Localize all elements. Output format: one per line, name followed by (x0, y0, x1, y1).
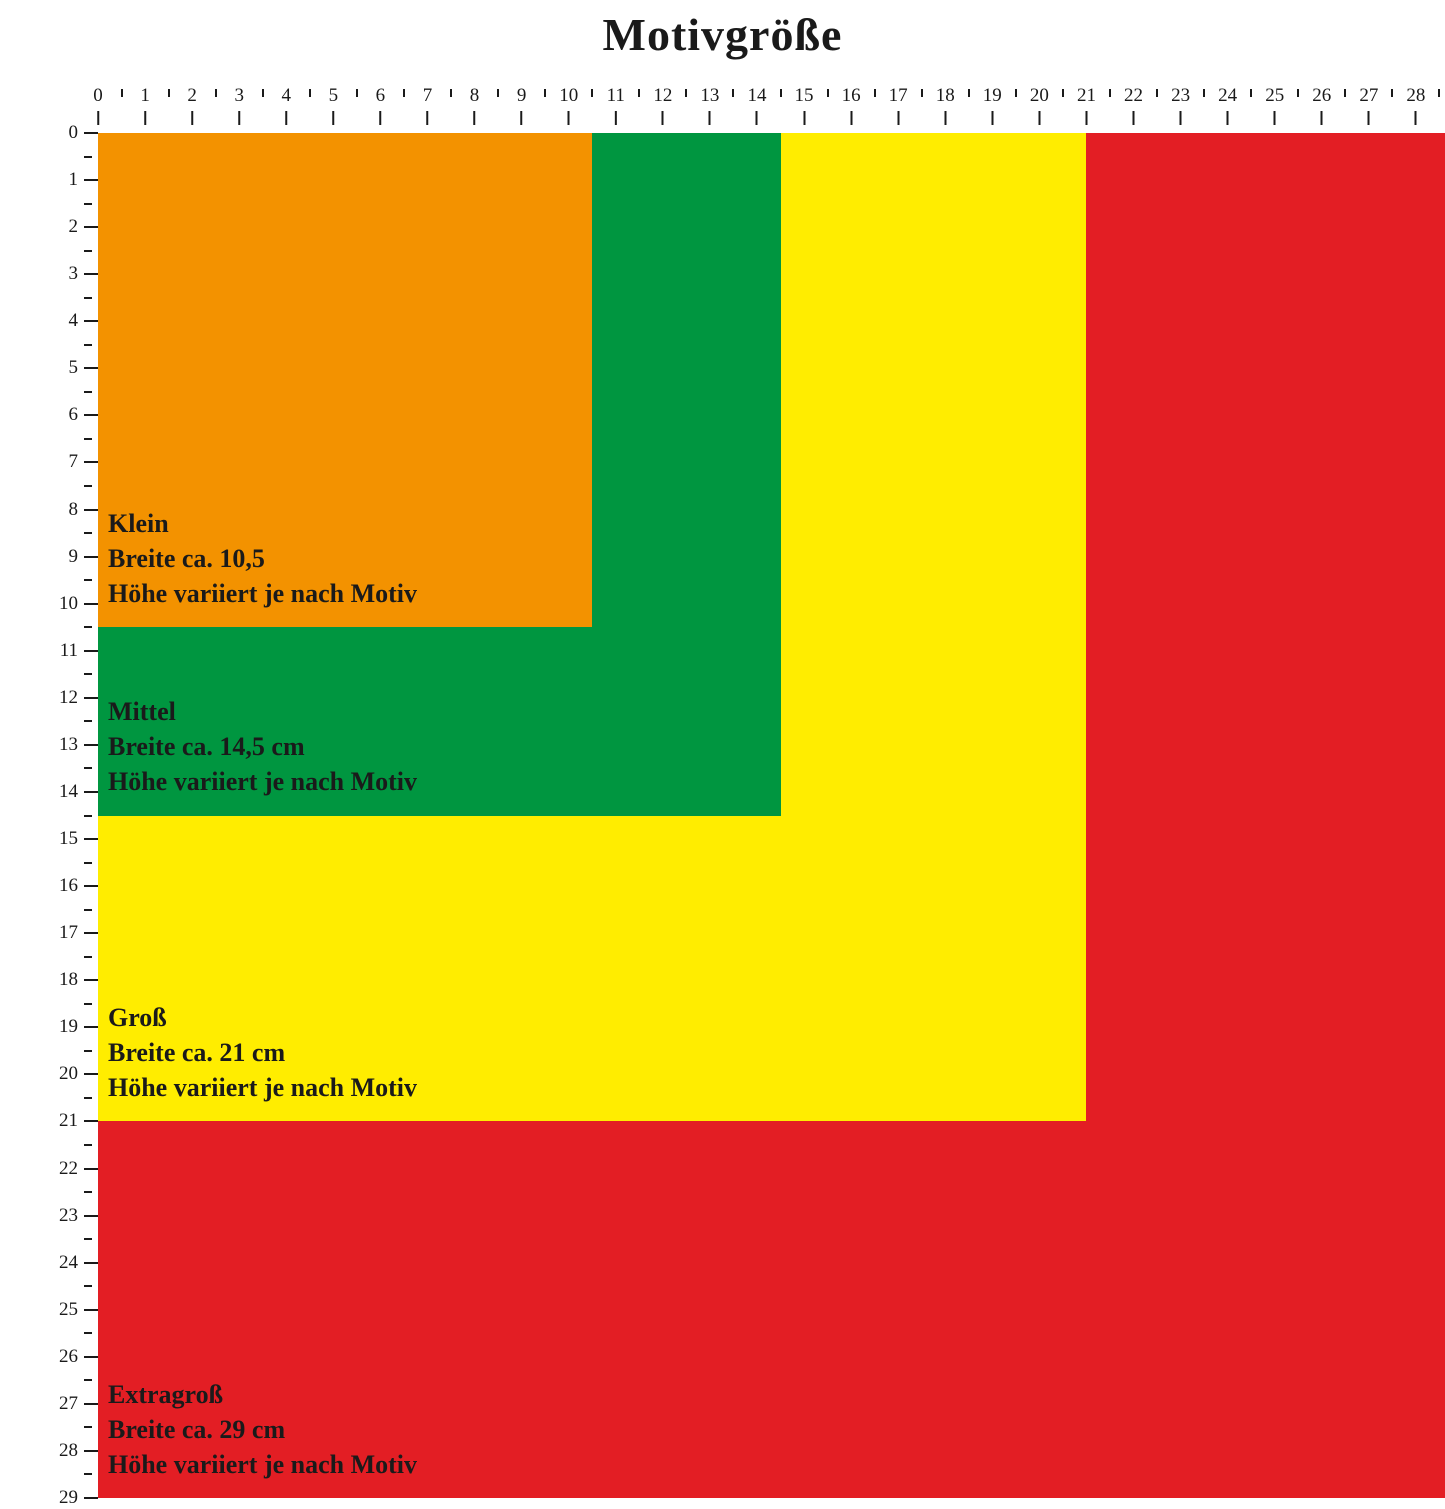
ruler-left-tick: 14 (50, 781, 78, 803)
size-name: Groß (108, 1000, 417, 1035)
ruler-left-tick: 27 (50, 1393, 78, 1415)
ruler-top-tick: 24 (1218, 85, 1237, 107)
size-height: Höhe variiert je nach Motiv (108, 1447, 417, 1482)
ruler-top-tick: 7 (423, 85, 433, 107)
ruler-top-tick: 1 (140, 85, 150, 107)
size-label-extragross: ExtragroßBreite ca. 29 cmHöhe variiert j… (108, 1377, 417, 1482)
size-label-klein: KleinBreite ca. 10,5Höhe variiert je nac… (108, 506, 417, 611)
ruler-left-tick: 1 (50, 169, 78, 191)
ruler-left-tick: 5 (50, 357, 78, 379)
ruler-top-tick: 3 (234, 85, 244, 107)
size-width: Breite ca. 14,5 cm (108, 729, 417, 764)
chart-area: 0123456789101112131415161718192021222324… (50, 85, 1445, 1498)
ruler-top-tick: 6 (376, 85, 386, 107)
ruler-top-tick: 4 (282, 85, 292, 107)
ruler-top-tick: 17 (889, 85, 908, 107)
ruler-left-tick: 18 (50, 969, 78, 991)
ruler-left-tick: 4 (50, 310, 78, 332)
ruler-top-tick: 22 (1124, 85, 1143, 107)
size-height: Höhe variiert je nach Motiv (108, 764, 417, 799)
ruler-top-tick: 21 (1077, 85, 1096, 107)
ruler-top-tick: 15 (795, 85, 814, 107)
ruler-left-tick: 3 (50, 263, 78, 285)
ruler-top-tick: 14 (747, 85, 766, 107)
ruler-left-tick: 8 (50, 499, 78, 521)
ruler-left-tick: 23 (50, 1205, 78, 1227)
size-label-gross: GroßBreite ca. 21 cmHöhe variiert je nac… (108, 1000, 417, 1105)
ruler-left-tick: 15 (50, 828, 78, 850)
ruler-top-tick: 8 (470, 85, 480, 107)
size-height: Höhe variiert je nach Motiv (108, 576, 417, 611)
size-name: Klein (108, 506, 417, 541)
ruler-left-tick: 7 (50, 451, 78, 473)
ruler-top-tick: 28 (1406, 85, 1425, 107)
ruler-top: 0123456789101112131415161718192021222324… (50, 85, 1445, 133)
size-width: Breite ca. 10,5 (108, 541, 417, 576)
ruler-left-tick: 29 (50, 1487, 78, 1509)
plot-area: ExtragroßBreite ca. 29 cmHöhe variiert j… (98, 133, 1445, 1498)
ruler-left-tick: 13 (50, 734, 78, 756)
ruler-left-tick: 9 (50, 546, 78, 568)
ruler-top-tick: 25 (1265, 85, 1284, 107)
size-box-klein: KleinBreite ca. 10,5Höhe variiert je nac… (98, 133, 592, 627)
ruler-left-tick: 16 (50, 875, 78, 897)
ruler-top-tick: 13 (700, 85, 719, 107)
ruler-left-tick: 17 (50, 922, 78, 944)
size-name: Mittel (108, 694, 417, 729)
ruler-top-tick: 20 (1030, 85, 1049, 107)
ruler-top-tick: 27 (1359, 85, 1378, 107)
ruler-top-tick: 16 (842, 85, 861, 107)
chart-title: Motivgröße (0, 8, 1445, 61)
size-height: Höhe variiert je nach Motiv (108, 1070, 417, 1105)
ruler-left-tick: 2 (50, 216, 78, 238)
ruler-top-tick: 19 (983, 85, 1002, 107)
ruler-top-tick: 11 (607, 85, 625, 107)
ruler-top-tick: 18 (936, 85, 955, 107)
ruler-top-tick: 2 (187, 85, 197, 107)
ruler-top-tick: 23 (1171, 85, 1190, 107)
ruler-left-tick: 0 (50, 122, 78, 144)
ruler-top-tick: 9 (517, 85, 527, 107)
ruler-left-tick: 20 (50, 1063, 78, 1085)
ruler-left-tick: 10 (50, 593, 78, 615)
ruler-left-tick: 28 (50, 1440, 78, 1462)
ruler-left-tick: 24 (50, 1252, 78, 1274)
size-width: Breite ca. 21 cm (108, 1035, 417, 1070)
ruler-left-tick: 25 (50, 1299, 78, 1321)
ruler-left-tick: 19 (50, 1016, 78, 1038)
ruler-top-tick: 26 (1312, 85, 1331, 107)
ruler-left-tick: 21 (50, 1110, 78, 1132)
ruler-top-tick: 12 (653, 85, 672, 107)
ruler-top-tick: 10 (559, 85, 578, 107)
ruler-left-tick: 11 (50, 640, 78, 662)
ruler-left: 0123456789101112131415161718192021222324… (50, 85, 98, 1498)
ruler-left-tick: 12 (50, 687, 78, 709)
ruler-left-tick: 22 (50, 1158, 78, 1180)
ruler-left-tick: 26 (50, 1346, 78, 1368)
size-label-mittel: MittelBreite ca. 14,5 cmHöhe variiert je… (108, 694, 417, 799)
ruler-left-tick: 6 (50, 404, 78, 426)
ruler-top-tick: 5 (329, 85, 339, 107)
size-width: Breite ca. 29 cm (108, 1412, 417, 1447)
size-name: Extragroß (108, 1377, 417, 1412)
